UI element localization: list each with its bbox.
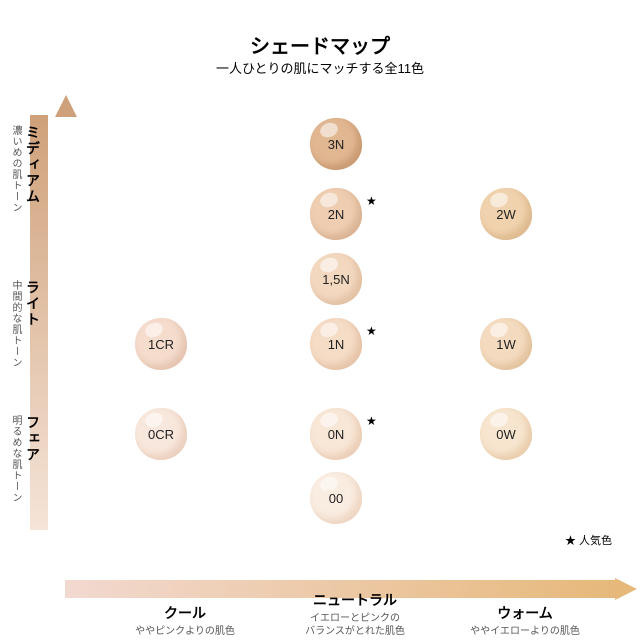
shade-swatch: 3N	[310, 118, 362, 170]
x-axis-group: ニュートラルイエローとピンクのバランスがとれた肌色	[275, 590, 435, 638]
star-icon: ★	[366, 194, 377, 208]
y-axis-arrow-icon	[55, 95, 77, 117]
x-axis-arrow-icon	[615, 578, 637, 600]
y-axis-group: 中間的な肌トーンライト	[8, 280, 43, 368]
y-axis-mainlabel: ミディアム	[23, 125, 43, 213]
x-axis-sublabel: イエローとピンクのバランスがとれた肌色	[275, 612, 435, 638]
shade-swatch: 1N	[310, 318, 362, 370]
shade-swatch: 1CR	[135, 318, 187, 370]
shade-swatch: 1W	[480, 318, 532, 370]
y-axis-sublabel: 中間的な肌トーン	[8, 280, 23, 368]
legend-popular: ★ 人気色	[565, 532, 612, 548]
chart-title: シェードマップ	[0, 30, 640, 59]
shade-label: 00	[329, 491, 343, 506]
x-axis-mainlabel: ニュートラル	[275, 590, 435, 610]
shade-label: 1N	[328, 337, 345, 352]
x-axis-sublabel: ややイエローよりの肌色	[445, 625, 605, 638]
y-axis-sublabel: 濃いめの肌トーン	[8, 125, 23, 213]
y-axis-group: 濃いめの肌トーンミディアム	[8, 125, 43, 213]
shade-label: 0W	[496, 427, 516, 442]
shade-label: 0N	[328, 427, 345, 442]
x-axis-mainlabel: ウォーム	[445, 603, 605, 623]
x-axis-group: ウォームややイエローよりの肌色	[445, 603, 605, 638]
star-icon: ★	[366, 414, 377, 428]
shade-label: 1W	[496, 337, 516, 352]
shade-label: 1,5N	[322, 272, 349, 287]
shade-label: 2N	[328, 207, 345, 222]
y-axis-sublabel: 明るめな肌トーン	[8, 415, 23, 503]
shade-label: 2W	[496, 207, 516, 222]
shade-swatch: 1,5N	[310, 253, 362, 305]
shade-label: 1CR	[148, 337, 174, 352]
star-icon: ★	[366, 324, 377, 338]
shade-swatch: 0W	[480, 408, 532, 460]
chart-subtitle: 一人ひとりの肌にマッチする全11色	[0, 58, 640, 77]
shade-swatch: 2N	[310, 188, 362, 240]
y-axis-mainlabel: ライト	[23, 280, 43, 368]
shade-swatch: 00	[310, 472, 362, 524]
shade-swatch: 2W	[480, 188, 532, 240]
x-axis-mainlabel: クール	[105, 603, 265, 623]
shade-swatch: 0N	[310, 408, 362, 460]
shade-label: 0CR	[148, 427, 174, 442]
x-axis-sublabel: ややピンクよりの肌色	[105, 625, 265, 638]
x-axis-group: クールややピンクよりの肌色	[105, 603, 265, 638]
shade-swatch: 0CR	[135, 408, 187, 460]
shade-label: 3N	[328, 137, 345, 152]
y-axis-mainlabel: フェア	[23, 415, 43, 503]
y-axis-group: 明るめな肌トーンフェア	[8, 415, 43, 503]
